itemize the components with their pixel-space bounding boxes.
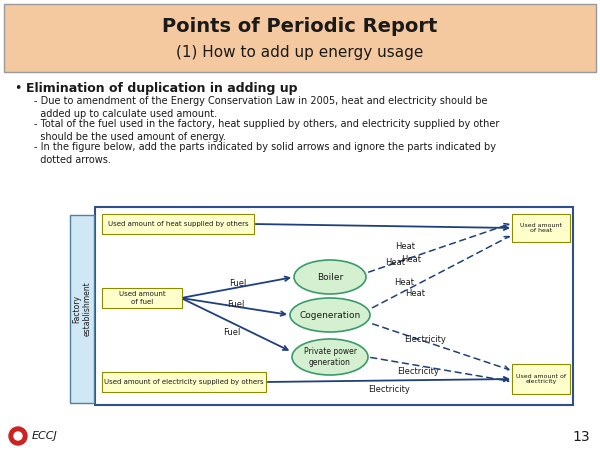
Text: Used amount
of heat: Used amount of heat bbox=[520, 223, 562, 234]
Text: Fuel: Fuel bbox=[223, 328, 240, 337]
Text: Fuel: Fuel bbox=[227, 300, 244, 309]
Text: Electricity: Electricity bbox=[397, 366, 439, 375]
Text: Points of Periodic Report: Points of Periodic Report bbox=[163, 17, 437, 36]
Circle shape bbox=[9, 427, 27, 445]
Text: Heat: Heat bbox=[395, 242, 415, 251]
Text: Electricity: Electricity bbox=[368, 386, 410, 395]
FancyBboxPatch shape bbox=[70, 215, 94, 403]
FancyBboxPatch shape bbox=[512, 214, 570, 242]
FancyBboxPatch shape bbox=[95, 207, 573, 405]
Circle shape bbox=[14, 432, 22, 440]
Text: •: • bbox=[14, 82, 22, 95]
Text: Used amount
of fuel: Used amount of fuel bbox=[119, 292, 166, 305]
Text: Used amount of heat supplied by others: Used amount of heat supplied by others bbox=[107, 221, 248, 227]
FancyBboxPatch shape bbox=[102, 372, 266, 392]
Text: - Total of the fuel used in the factory, heat supplied by others, and electricit: - Total of the fuel used in the factory,… bbox=[34, 119, 499, 142]
Ellipse shape bbox=[292, 339, 368, 375]
FancyBboxPatch shape bbox=[4, 4, 596, 72]
Text: (1) How to add up energy usage: (1) How to add up energy usage bbox=[176, 45, 424, 59]
Text: Heat: Heat bbox=[401, 255, 421, 264]
FancyBboxPatch shape bbox=[102, 214, 254, 234]
Text: Heat: Heat bbox=[385, 258, 405, 267]
Text: Heat: Heat bbox=[394, 278, 414, 287]
Ellipse shape bbox=[294, 260, 366, 294]
Text: Boiler: Boiler bbox=[317, 273, 343, 282]
FancyBboxPatch shape bbox=[512, 364, 570, 394]
FancyBboxPatch shape bbox=[102, 288, 182, 308]
Text: ECCJ: ECCJ bbox=[32, 431, 58, 441]
Text: - Due to amendment of the Energy Conservation Law in 2005, heat and electricity : - Due to amendment of the Energy Conserv… bbox=[34, 96, 487, 119]
Text: Heat: Heat bbox=[405, 288, 425, 297]
Ellipse shape bbox=[290, 298, 370, 332]
Text: Used amount of electricity supplied by others: Used amount of electricity supplied by o… bbox=[104, 379, 264, 385]
Text: Fuel: Fuel bbox=[229, 279, 246, 288]
Text: 13: 13 bbox=[572, 430, 590, 444]
Text: Private power
generation: Private power generation bbox=[304, 347, 356, 367]
Text: Cogeneration: Cogeneration bbox=[299, 310, 361, 320]
Text: Elimination of duplication in adding up: Elimination of duplication in adding up bbox=[26, 82, 298, 95]
Text: Electricity: Electricity bbox=[404, 336, 446, 345]
Text: Factory
establishment: Factory establishment bbox=[72, 282, 92, 337]
Text: Used amount of
electricity: Used amount of electricity bbox=[516, 374, 566, 384]
Text: - In the figure below, add the parts indicated by solid arrows and ignore the pa: - In the figure below, add the parts ind… bbox=[34, 142, 496, 165]
